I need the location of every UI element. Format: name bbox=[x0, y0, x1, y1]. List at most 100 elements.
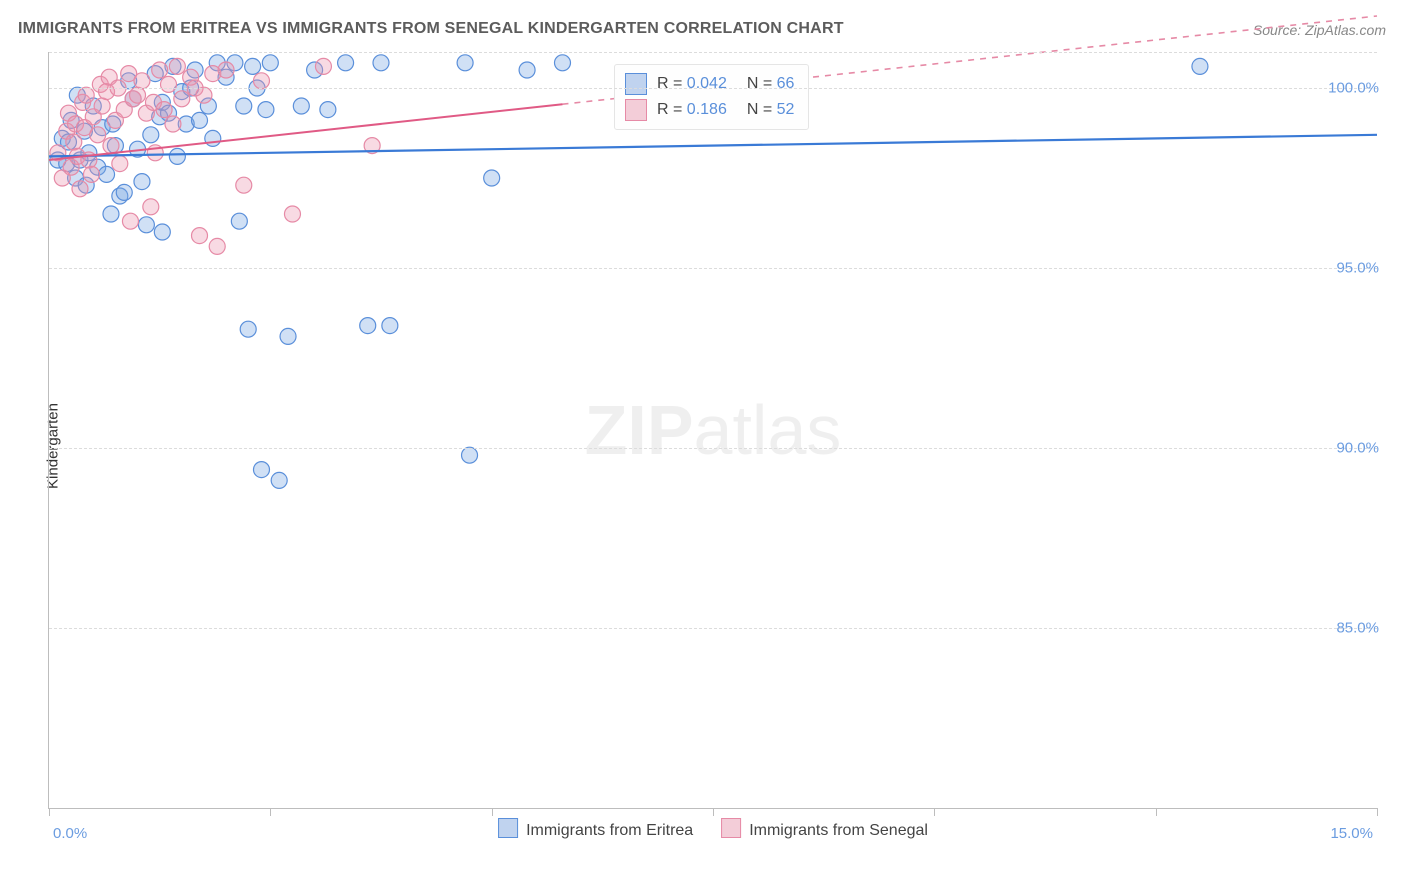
data-point bbox=[90, 127, 106, 143]
stats-legend: R = 0.042 N = 66 R = 0.186 N = 52 bbox=[614, 64, 809, 130]
data-point bbox=[315, 58, 331, 74]
data-point bbox=[554, 55, 570, 71]
r-value: 0.042 bbox=[687, 75, 727, 92]
data-point bbox=[143, 199, 159, 215]
data-point bbox=[122, 213, 138, 229]
data-point bbox=[253, 73, 269, 89]
data-point bbox=[245, 58, 261, 74]
x-tick bbox=[492, 808, 493, 816]
data-point bbox=[382, 318, 398, 334]
x-tick-label: 0.0% bbox=[53, 825, 87, 842]
data-point bbox=[253, 462, 269, 478]
legend-swatch bbox=[625, 99, 647, 121]
data-point bbox=[196, 87, 212, 103]
data-point bbox=[258, 102, 274, 118]
r-label: R = 0.186 bbox=[657, 97, 727, 123]
data-point bbox=[169, 148, 185, 164]
x-tick-label: 15.0% bbox=[1330, 825, 1373, 842]
data-point bbox=[72, 181, 88, 197]
x-tick bbox=[713, 808, 714, 816]
data-point bbox=[66, 134, 82, 150]
data-point bbox=[293, 98, 309, 114]
chart-title: IMMIGRANTS FROM ERITREA VS IMMIGRANTS FR… bbox=[18, 20, 844, 38]
n-value: 66 bbox=[777, 75, 795, 92]
legend-label: Immigrants from Senegal bbox=[749, 822, 928, 839]
chart-container: IMMIGRANTS FROM ERITREA VS IMMIGRANTS FR… bbox=[0, 0, 1406, 892]
x-tick bbox=[1377, 808, 1378, 816]
plot-area: ZIPatlas R = 0.042N = 66R = 0.186N = 52 … bbox=[48, 52, 1377, 809]
data-point bbox=[457, 55, 473, 71]
data-point bbox=[78, 87, 94, 103]
data-point bbox=[484, 170, 500, 186]
data-point bbox=[143, 127, 159, 143]
data-point bbox=[192, 228, 208, 244]
data-point bbox=[236, 177, 252, 193]
data-point bbox=[280, 328, 296, 344]
data-point bbox=[161, 76, 177, 92]
data-point bbox=[134, 73, 150, 89]
data-point bbox=[320, 102, 336, 118]
y-tick-label: 90.0% bbox=[1328, 440, 1379, 457]
data-point bbox=[236, 98, 252, 114]
gridline bbox=[49, 448, 1377, 449]
data-point bbox=[174, 91, 190, 107]
data-point bbox=[152, 62, 168, 78]
data-point bbox=[360, 318, 376, 334]
y-tick-label: 100.0% bbox=[1320, 80, 1379, 97]
legend-row: R = 0.186 N = 52 bbox=[625, 97, 794, 123]
r-value: 0.186 bbox=[687, 101, 727, 118]
data-point bbox=[130, 87, 146, 103]
x-tick bbox=[1156, 808, 1157, 816]
x-tick bbox=[270, 808, 271, 816]
gridline bbox=[49, 268, 1377, 269]
source-label: Source: ZipAtlas.com bbox=[1253, 22, 1386, 38]
data-point bbox=[192, 112, 208, 128]
data-point bbox=[338, 55, 354, 71]
n-label: N = 52 bbox=[747, 97, 795, 123]
legend-swatch bbox=[498, 818, 518, 838]
data-point bbox=[240, 321, 256, 337]
data-point bbox=[1192, 58, 1208, 74]
gridline bbox=[49, 52, 1377, 53]
data-point bbox=[262, 55, 278, 71]
data-point bbox=[165, 116, 181, 132]
series-legend: Immigrants from Eritrea Immigrants from S… bbox=[498, 818, 928, 840]
gridline bbox=[49, 628, 1377, 629]
y-tick-label: 85.0% bbox=[1328, 620, 1379, 637]
legend-item: Immigrants from Eritrea bbox=[498, 818, 693, 840]
data-point bbox=[169, 58, 185, 74]
data-point bbox=[94, 98, 110, 114]
data-point bbox=[462, 447, 478, 463]
data-point bbox=[116, 184, 132, 200]
data-point bbox=[209, 238, 225, 254]
data-point bbox=[154, 224, 170, 240]
data-point bbox=[218, 62, 234, 78]
data-point bbox=[231, 213, 247, 229]
data-point bbox=[103, 206, 119, 222]
legend-swatch bbox=[721, 818, 741, 838]
data-point bbox=[99, 166, 115, 182]
data-point bbox=[373, 55, 389, 71]
legend-swatch bbox=[625, 73, 647, 95]
data-point bbox=[138, 217, 154, 233]
data-point bbox=[83, 166, 99, 182]
n-value: 52 bbox=[777, 101, 795, 118]
data-point bbox=[134, 174, 150, 190]
data-point bbox=[519, 62, 535, 78]
scatter-svg bbox=[49, 52, 1377, 808]
data-point bbox=[205, 130, 221, 146]
data-point bbox=[156, 102, 172, 118]
x-tick bbox=[934, 808, 935, 816]
n-label: N = 66 bbox=[747, 71, 795, 97]
legend-label: Immigrants from Eritrea bbox=[526, 822, 693, 839]
legend-item: Immigrants from Senegal bbox=[721, 818, 928, 840]
gridline bbox=[49, 88, 1377, 89]
legend-row: R = 0.042 N = 66 bbox=[625, 71, 794, 97]
y-tick-label: 95.0% bbox=[1328, 260, 1379, 277]
r-label: R = 0.042 bbox=[657, 71, 727, 97]
x-tick bbox=[49, 808, 50, 816]
data-point bbox=[284, 206, 300, 222]
data-point bbox=[271, 472, 287, 488]
data-point bbox=[103, 138, 119, 154]
data-point bbox=[112, 156, 128, 172]
